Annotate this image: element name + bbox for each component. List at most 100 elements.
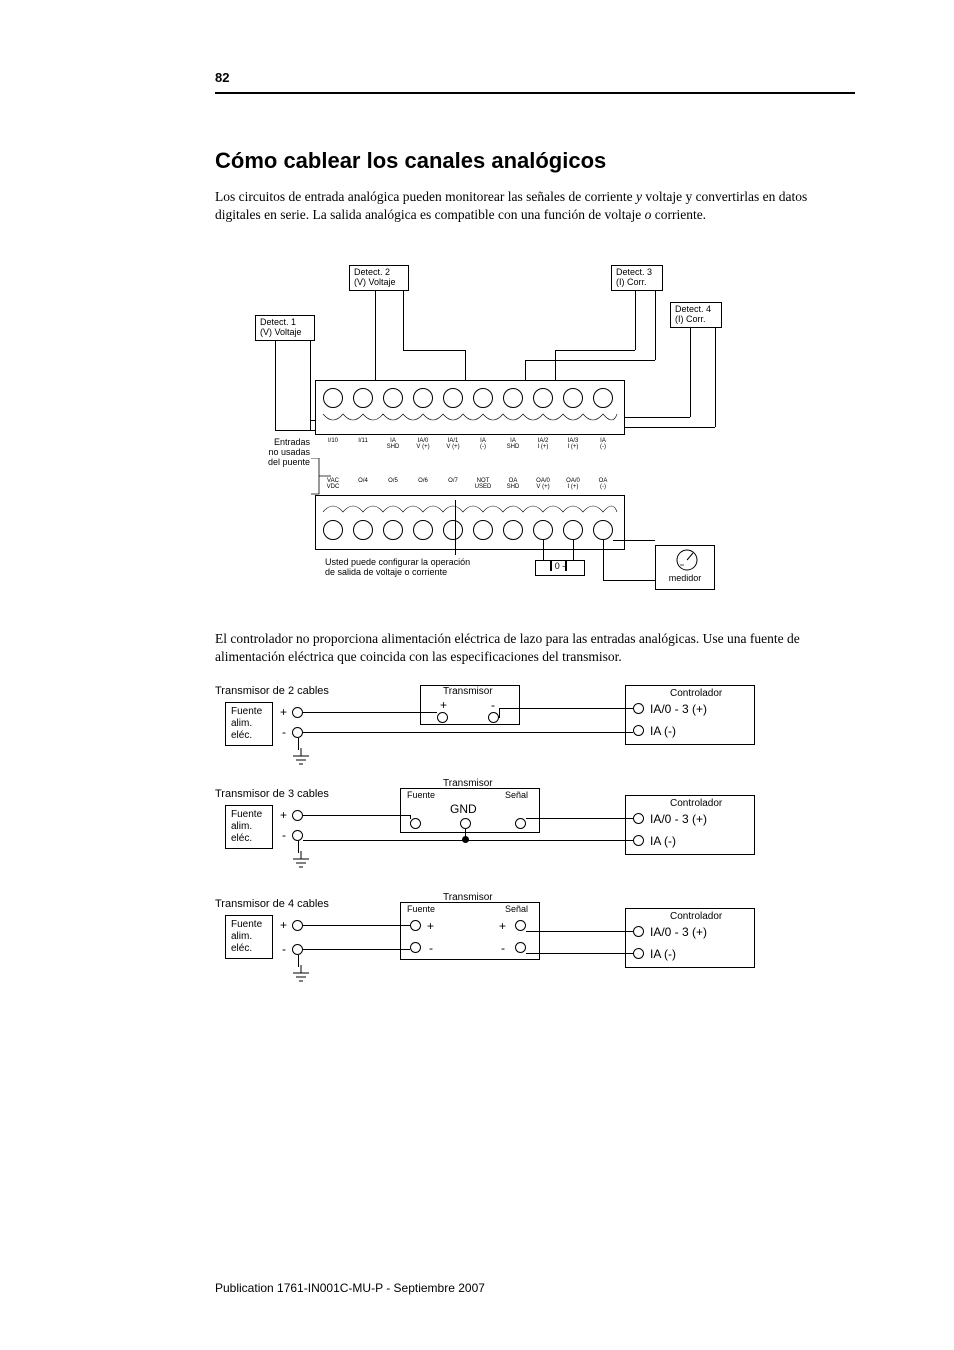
bot-term-9 [593, 520, 613, 540]
top-term-3 [413, 388, 433, 408]
tl6: IASHD [500, 438, 526, 451]
ps3-cm [292, 830, 303, 841]
ctrl2-cm [633, 725, 644, 736]
tx4-m1: - [429, 941, 433, 955]
tx2-label: Transmisor [443, 686, 493, 697]
w3-node [462, 836, 469, 843]
bot-wave [315, 498, 625, 520]
lead-d3a [635, 290, 636, 350]
lead-d4a [690, 327, 691, 417]
bot-term-4 [443, 520, 463, 540]
tl2: IASHD [380, 438, 406, 451]
top-term-2 [383, 388, 403, 408]
bot-term-0 [323, 520, 343, 540]
p1c: corriente. [651, 207, 706, 222]
gnd4 [293, 965, 309, 987]
ctrl3-iap: IA/0 - 3 (+) [650, 812, 707, 826]
w2-2b [499, 708, 500, 718]
bot-term-6 [503, 520, 523, 540]
w4-1 [303, 925, 410, 926]
ps2-minus: - [282, 725, 286, 739]
terminal-diagram: Detect. 1(V) Voltaje Detect. 2(V) Voltaj… [215, 260, 855, 620]
w2-2 [499, 708, 633, 709]
lead-d1 [275, 340, 276, 430]
w4-4 [526, 953, 633, 954]
lead-d2b [403, 290, 404, 350]
tx3-supply: Fuente [407, 790, 435, 800]
tx3-label: Transmisor [443, 778, 493, 789]
tx3-signal: Señal [505, 790, 528, 800]
ctrl4-ian: IA (-) [650, 947, 676, 961]
gnd4-lead [298, 955, 299, 967]
ps2-cm [292, 727, 303, 738]
jumper-box: 0 - [535, 560, 585, 576]
bot-term-2 [383, 520, 403, 540]
tx4-supply: Fuente [407, 904, 435, 914]
entries-label: Entradasno usadasdel puente [255, 438, 310, 468]
sec4-label: Transmisor de 4 cables [215, 898, 329, 910]
ctrl3-cm [633, 835, 644, 846]
tx4-c2 [410, 942, 421, 953]
lead-d3b [655, 290, 656, 360]
gnd2 [293, 748, 309, 770]
ps4-minus: - [282, 942, 286, 956]
tx4-c3 [515, 920, 526, 931]
bl4: O/7 [440, 478, 466, 484]
lead-d1b [310, 340, 311, 430]
gnd3 [293, 851, 309, 873]
w3-1b [410, 815, 411, 819]
lead-d2a [375, 290, 376, 385]
ctrl4-cp [633, 926, 644, 937]
bot-term-3 [413, 520, 433, 540]
meter-lead2 [613, 540, 655, 541]
top-term-7 [533, 388, 553, 408]
tx2-minus: - [491, 698, 495, 712]
bl5: NOTUSED [470, 478, 496, 491]
tl5: IA(-) [470, 438, 496, 451]
ps3-minus: - [282, 828, 286, 842]
ctrl2-cp [633, 703, 644, 714]
sec3-label: Transmisor de 3 cables [215, 788, 329, 800]
section-heading: Cómo cablear los canales analógicos [215, 148, 606, 174]
tl0: I/10 [320, 438, 346, 444]
gnd2-lead [298, 738, 299, 750]
tl9: IA(-) [590, 438, 616, 451]
tx4-p2: + [499, 919, 506, 933]
bot-term-1 [353, 520, 373, 540]
top-term-6 [503, 388, 523, 408]
lead-d3h2 [525, 360, 655, 361]
bl1: O/4 [350, 478, 376, 484]
w2-1 [303, 712, 437, 713]
tx3-c3 [515, 818, 526, 829]
ctrl3-ian: IA (-) [650, 834, 676, 848]
tx4-p1: + [427, 919, 434, 933]
paragraph-1: Los circuitos de entrada analógica puede… [215, 188, 855, 224]
bot-term-5 [473, 520, 493, 540]
jumper-lead2 [573, 540, 574, 560]
w3-1 [303, 815, 410, 816]
ctrl4-cm [633, 948, 644, 959]
tx3-c2 [460, 818, 471, 829]
detect4-box: Detect. 4(I) Corr. [670, 302, 722, 328]
tl8: IA/3I (+) [560, 438, 586, 451]
bot-term-8 [563, 520, 583, 540]
tx3-c1 [410, 818, 421, 829]
tl7: IA/2I (+) [530, 438, 556, 451]
jumper-txt: 0 - [555, 561, 566, 571]
p1a: Los circuitos de entrada analógica puede… [215, 189, 636, 204]
ps2-plus: + [280, 705, 287, 719]
ctrl3-cp [633, 813, 644, 824]
bot-term-7 [533, 520, 553, 540]
meter-icon [675, 548, 699, 572]
ps4: Fuentealim.eléc. [225, 915, 273, 959]
lead-d4b [715, 327, 716, 427]
jumper-lead1 [543, 540, 544, 560]
ctrl4-label: Controlador [670, 911, 722, 922]
tx4-c4 [515, 942, 526, 953]
meter-lead1 [603, 540, 604, 580]
bl7: OA/0V (+) [530, 478, 556, 491]
ctrl2-ian: IA (-) [650, 724, 676, 738]
ps4-plus: + [280, 918, 287, 932]
ps2: Fuentealim.eléc. [225, 702, 273, 746]
lead-d4h2 [615, 427, 715, 428]
